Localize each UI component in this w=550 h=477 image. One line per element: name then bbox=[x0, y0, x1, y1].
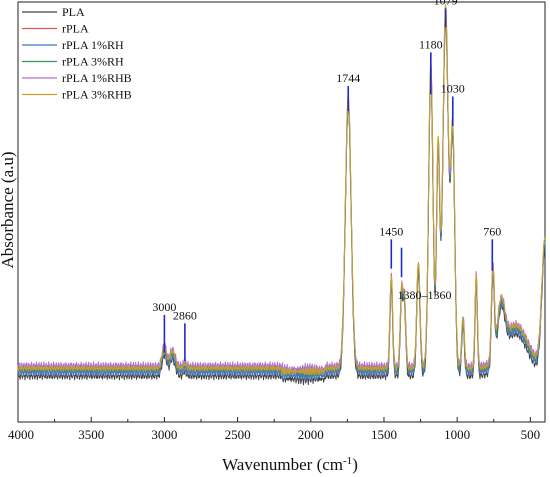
peak-label-1180: 1180 bbox=[419, 37, 443, 51]
series-line-rpla-3-rhb bbox=[17, 4, 546, 376]
peak-label-1744: 1744 bbox=[336, 71, 360, 85]
x-tick-label-3500: 3500 bbox=[78, 427, 104, 442]
series-layer bbox=[17, 4, 546, 386]
x-tick-label-1500: 1500 bbox=[371, 427, 397, 442]
legend-label-rpla-3-rhb: rPLA 3%RHB bbox=[62, 88, 132, 102]
x-tick-label-4000: 4000 bbox=[8, 427, 34, 442]
plot-frame bbox=[17, 1, 546, 423]
peak-label-1450: 1450 bbox=[379, 224, 403, 238]
x-axis-ticks: 4000 3500 3000 2500 2000 1500 1000 500 bbox=[8, 417, 540, 442]
legend-label-rpla-1-rh: rPLA 1%RH bbox=[62, 38, 124, 52]
peak-label-3000: 3000 bbox=[152, 300, 176, 314]
peak-label-1079: 1079 bbox=[434, 0, 458, 7]
x-tick-label-3000: 3000 bbox=[151, 427, 177, 442]
series-line-rpla-3-rh bbox=[17, 14, 546, 378]
legend-label-rpla-1-rhb: rPLA 1%RHB bbox=[62, 71, 132, 85]
x-tick-label-2500: 2500 bbox=[225, 427, 251, 442]
legend-label-rpla-3-rh: rPLA 3%RH bbox=[62, 55, 124, 69]
peak-label-1030: 1030 bbox=[441, 82, 465, 96]
peak-label-760: 760 bbox=[483, 224, 501, 238]
legend-label-rpla: rPLA bbox=[62, 22, 89, 36]
x-tick-label-500: 500 bbox=[521, 427, 541, 442]
x-axis-label-superscript: -1 bbox=[343, 455, 352, 467]
x-axis-label-close: ) bbox=[352, 455, 358, 474]
x-axis-label: Wavenumber (cm-1) bbox=[222, 455, 358, 474]
peak-label-2860: 2860 bbox=[173, 308, 197, 322]
y-axis-label: Absorbance (a.u) bbox=[0, 151, 17, 268]
series-line-rpla bbox=[17, 14, 546, 379]
x-axis-label-text: Wavenumber (cm bbox=[222, 455, 343, 474]
legend-label-pla: PLA bbox=[62, 5, 85, 19]
x-tick-label-2000: 2000 bbox=[298, 427, 324, 442]
legend: PLA rPLA rPLA 1%RH rPLA 3%RH rPLA 1%RHB rPLA … bbox=[22, 5, 132, 102]
peak-label-1380-1360: 1380–1360 bbox=[398, 288, 452, 302]
x-tick-label-1000: 1000 bbox=[444, 427, 470, 442]
